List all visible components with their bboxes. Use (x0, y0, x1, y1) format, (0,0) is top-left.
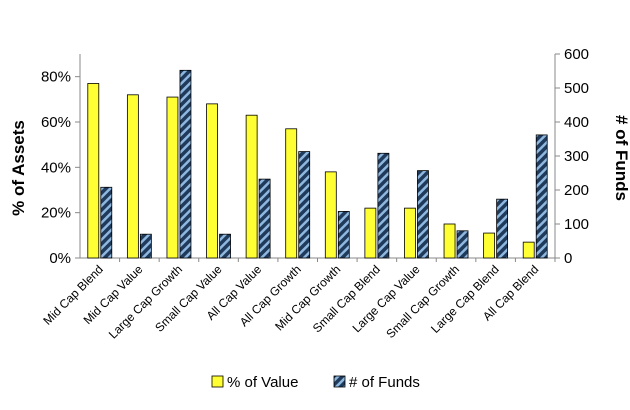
y-axis-left-title: % of Assets (9, 120, 28, 216)
y-left-tick-label: 0% (49, 250, 71, 267)
bar-num-funds (179, 69, 192, 259)
x-tick-label: Small Cap Growth (383, 262, 462, 341)
bar-num-funds (100, 186, 113, 259)
legend-swatch-funds (333, 375, 346, 388)
bar-pct-value (245, 114, 258, 259)
bar-num-funds (535, 134, 548, 259)
legend-label-funds: # of Funds (349, 374, 420, 391)
legend: % of Value # of Funds (211, 374, 420, 391)
bar-num-funds (139, 233, 152, 259)
legend-swatch-value (211, 375, 224, 388)
bar-pct-value (126, 94, 139, 259)
y-left-tick-label: 80% (41, 69, 71, 86)
bar-num-funds (298, 151, 311, 259)
bar-pct-value (324, 171, 337, 259)
x-tick-label: Large Cap Growth (106, 262, 185, 341)
bar-num-funds (496, 198, 509, 259)
bar-pct-value (443, 223, 456, 259)
bar-pct-value (404, 207, 416, 259)
y-right-tick-label: 0 (564, 250, 572, 267)
x-tick-label: Large Cap Blend (428, 262, 502, 336)
y-right-tick-label: 600 (564, 46, 589, 63)
y-right-tick-label: 500 (564, 80, 589, 97)
bar-pct-value (483, 232, 496, 259)
bar-pct-value (364, 207, 377, 259)
y-right-tick-label: 300 (564, 148, 589, 165)
bar-pct-value (87, 83, 100, 259)
y-left-tick-label: 40% (41, 159, 71, 176)
y-right-tick-label: 100 (564, 216, 589, 233)
x-tick-label: Small Cap Value (152, 262, 225, 335)
bar-pct-value (522, 241, 535, 259)
bar-pct-value (166, 96, 179, 259)
bar-num-funds (377, 152, 390, 259)
bar-num-funds (417, 170, 429, 259)
y-left-tick-label: 20% (41, 205, 71, 222)
y-right-tick-label: 200 (564, 182, 589, 199)
bar-num-funds (219, 233, 231, 259)
bar-num-funds (337, 211, 350, 259)
legend-label-value: % of Value (227, 374, 298, 391)
bar-num-funds (258, 178, 271, 259)
y-axis-right-title: # of Funds (612, 115, 630, 201)
bar-pct-value (285, 128, 298, 259)
bar-num-funds (456, 230, 469, 259)
bar-pct-value (206, 103, 218, 259)
y-right-tick-label: 400 (564, 114, 589, 131)
x-tick-label: Large Cap Value (350, 262, 423, 335)
y-left-tick-label: 60% (41, 114, 71, 131)
x-tick-label: Small Cap Blend (310, 262, 383, 335)
